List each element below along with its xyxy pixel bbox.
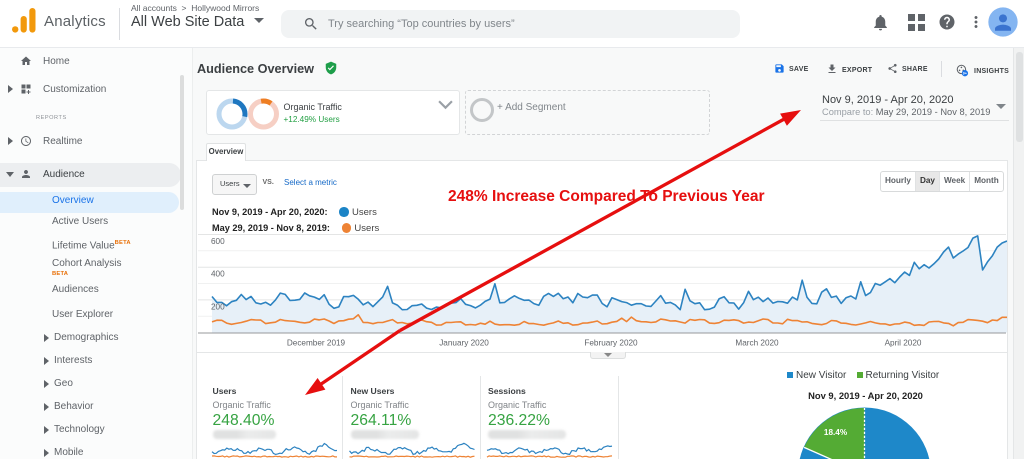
- svg-text:March 2020: March 2020: [735, 339, 779, 348]
- svg-text:April 2020: April 2020: [885, 339, 922, 348]
- svg-text:January 2020: January 2020: [439, 339, 489, 348]
- svg-text:December 2019: December 2019: [287, 339, 346, 348]
- svg-text:9+: 9+: [963, 71, 967, 75]
- svg-text:February 2020: February 2020: [584, 339, 638, 348]
- svg-text:600: 600: [211, 237, 225, 246]
- svg-text:400: 400: [211, 270, 225, 279]
- svg-text:18.4%: 18.4%: [824, 428, 848, 437]
- svg-text:200: 200: [211, 303, 225, 312]
